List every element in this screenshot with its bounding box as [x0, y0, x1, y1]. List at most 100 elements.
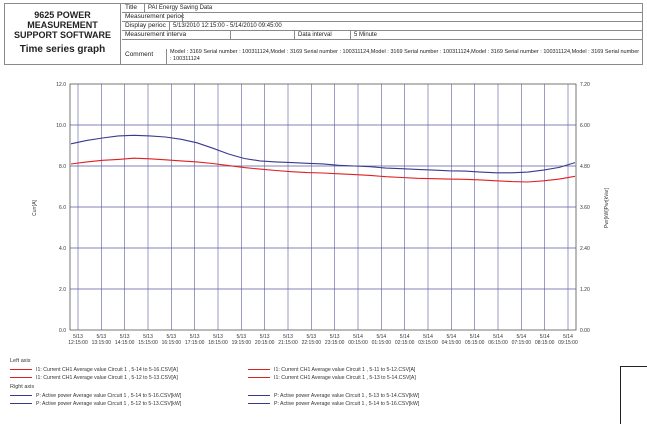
- y-right-tick-label: 4.80: [580, 164, 590, 170]
- x-tick-date: 5/13: [330, 334, 340, 340]
- x-tick-time: 23:15:00: [325, 340, 345, 346]
- chart-svg: 12.0 7.20 10.0 6.00 8.0 4.80 6.0 3.60 4.0 2.40 2.0…: [32, 82, 610, 346]
- x-tick-time: 14:15:00: [115, 340, 135, 346]
- y-right-tick-label: 3.60: [580, 205, 590, 211]
- header-panel: 9625 POWER MEASUREMENT SUPPORT SOFTWARE …: [4, 3, 643, 65]
- x-tick-time: 06:15:00: [488, 340, 508, 346]
- legend-swatch: [248, 395, 270, 397]
- y-left-tick-label: 8.0: [59, 164, 66, 170]
- x-tick-date: 5/13: [283, 334, 293, 340]
- interval-row: Measurement interva Data interval 5 Minu…: [122, 31, 642, 40]
- title-label: Title: [125, 4, 138, 11]
- measurement-interval-label: Measurement interva: [125, 31, 187, 38]
- brand-box: 9625 POWER MEASUREMENT SUPPORT SOFTWARE …: [5, 4, 121, 64]
- x-tick-date: 5/13: [96, 334, 106, 340]
- x-tick-date: 5/14: [493, 334, 503, 340]
- legend-label: I1: Current CH1 Average value Circuit 1 …: [36, 367, 178, 373]
- brand-name: 9625 POWER MEASUREMENT SUPPORT SOFTWARE: [5, 10, 120, 40]
- x-tick-date: 5/14: [540, 334, 550, 340]
- x-tick-date: 5/13: [190, 334, 200, 340]
- x-tick-date: 5/14: [423, 334, 433, 340]
- x-tick-time: 13:15:00: [92, 340, 112, 346]
- x-tick-date: 5/14: [353, 334, 363, 340]
- x-tick-time: 00:15:00: [348, 340, 368, 346]
- legend: Left axis I1: Current CH1 Average value …: [8, 356, 608, 424]
- y-right-tick-label: 6.00: [580, 123, 590, 129]
- x-tick-time: 17:15:00: [185, 340, 205, 346]
- y-left-tick-label: 6.0: [59, 205, 66, 211]
- x-tick-time: 02:15:00: [395, 340, 415, 346]
- x-tick-time: 18:15:00: [208, 340, 228, 346]
- x-tick-date: 5/14: [400, 334, 410, 340]
- x-tick-time: 21:15:00: [278, 340, 298, 346]
- legend-item: I1: Current CH1 Average value Circuit 1 …: [248, 374, 416, 382]
- tick-layer: 12.0 7.20 10.0 6.00 8.0 4.80 6.0 3.60 4.0 2.40 2.0…: [56, 82, 590, 346]
- y-right-tick-label: 1.20: [580, 287, 590, 293]
- legend-item: I1: Current CH1 Average value Circuit 1 …: [248, 366, 415, 374]
- x-tick-date: 5/14: [376, 334, 386, 340]
- legend-label: I1: Current CH1 Average value Circuit 1 …: [274, 375, 416, 381]
- y-left-tick-label: 12.0: [56, 82, 66, 88]
- x-tick-time: 01:15:00: [372, 340, 392, 346]
- overlay-panel-edge: [620, 366, 647, 424]
- x-tick-time: 16:15:00: [162, 340, 182, 346]
- time-series-chart: 12.0 7.20 10.0 6.00 8.0 4.80 6.0 3.60 4.0 2.40 2.0…: [0, 66, 647, 356]
- legend-swatch: [248, 369, 270, 371]
- x-tick-time: 05:15:00: [465, 340, 485, 346]
- x-tick-date: 5/14: [516, 334, 526, 340]
- legend-label: I1: Current CH1 Average value Circuit 1 …: [274, 367, 416, 373]
- display-period-label: Display perioc: [125, 22, 166, 29]
- legend-swatch: [10, 403, 32, 405]
- legend-item: P: Active power Average value Circuit 1 …: [248, 400, 419, 408]
- legend-left-axis-title: Left axis: [10, 358, 31, 364]
- x-tick-time: 03:15:00: [418, 340, 438, 346]
- y-left-tick-label: 10.0: [56, 123, 66, 129]
- legend-label: P: Active power Average value Circuit 1 …: [274, 393, 420, 399]
- y-right-tick-label: 2.40: [580, 246, 590, 252]
- x-tick-date: 5/14: [563, 334, 573, 340]
- display-period-row: Display perioc 5/13/2010 12:15:00 - 5/14…: [122, 22, 642, 31]
- x-tick-date: 5/13: [236, 334, 246, 340]
- x-tick-time: 09:15:00: [558, 340, 578, 346]
- data-interval-value: 5 Minute: [350, 31, 377, 39]
- legend-swatch: [248, 403, 270, 405]
- x-tick-date: 5/13: [120, 334, 130, 340]
- x-tick-date: 5/14: [446, 334, 456, 340]
- y-right-tick-label: 0.00: [580, 328, 590, 334]
- title-value: PAI Energy Saving Data: [144, 4, 212, 12]
- x-tick-date: 5/13: [166, 334, 176, 340]
- comment-row: Comment Model : 3169 Serial number : 100…: [122, 49, 642, 64]
- x-tick-time: 08:15:00: [535, 340, 555, 346]
- x-tick-time: 19:15:00: [232, 340, 252, 346]
- x-tick-time: 20:15:00: [255, 340, 275, 346]
- x-tick-date: 5/13: [213, 334, 223, 340]
- legend-item: P: Active power Average value Circuit 1 …: [10, 392, 181, 400]
- measurement-period-value: [182, 13, 186, 21]
- y-left-tick-label: 0.0: [59, 328, 66, 334]
- legend-item: P: Active power Average value Circuit 1 …: [10, 400, 181, 408]
- x-tick-date: 5/13: [73, 334, 83, 340]
- legend-label: P: Active power Average value Circuit 1 …: [36, 393, 182, 399]
- x-tick-time: 22:15:00: [302, 340, 322, 346]
- comment-label: Comment: [125, 51, 154, 58]
- y-left-tick-label: 4.0: [59, 246, 66, 252]
- x-tick-date: 5/13: [306, 334, 316, 340]
- measurement-period-label: Measurement perioc: [125, 13, 185, 20]
- brand-subtitle: Time series graph: [19, 44, 106, 55]
- legend-label: P: Active power Average value Circuit 1 …: [274, 401, 420, 407]
- legend-item: P: Active power Average value Circuit 1 …: [248, 392, 419, 400]
- title-row: Title PAI Energy Saving Data: [122, 4, 642, 13]
- y-axis-right-label: Pwr[kW]Pwr[kVar]: [604, 187, 610, 228]
- y-left-tick-label: 2.0: [59, 287, 66, 293]
- x-tick-date: 5/13: [260, 334, 270, 340]
- grid-layer: [70, 84, 576, 330]
- x-tick-time: 15:15:00: [138, 340, 158, 346]
- y-axis-left-label: Curr[A]: [32, 199, 38, 215]
- x-tick-time: 04:15:00: [442, 340, 462, 346]
- x-tick-date: 5/13: [143, 334, 153, 340]
- legend-swatch: [10, 369, 32, 371]
- y-right-tick-label: 7.20: [580, 82, 590, 88]
- legend-label: P: Active power Average value Circuit 1 …: [36, 401, 182, 407]
- series-layer: [70, 134, 576, 183]
- legend-item: I1: Current CH1 Average value Circuit 1 …: [10, 366, 178, 374]
